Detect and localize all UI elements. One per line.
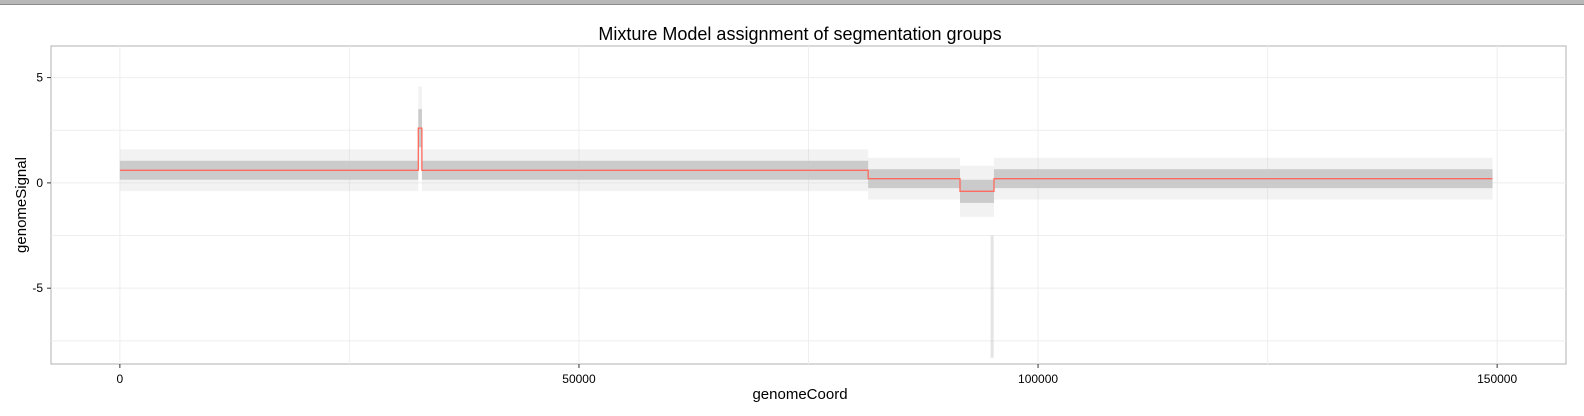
y-axis-label: genomeSignal [13,157,30,253]
x-axis-label: genomeCoord [752,386,847,403]
x-tick-label: 50000 [562,372,596,386]
window-top-bar [0,0,1584,5]
x-tick-label: 0 [117,372,124,386]
y-tick-label: 5 [36,71,43,85]
grid-lines [51,46,1566,364]
segment-line [119,127,1493,192]
x-tick-label: 150000 [1477,372,1517,386]
y-tick-label: -5 [32,281,43,295]
y-axis-ticks: 5 0 -5 [32,71,51,295]
y-tick-label: 0 [36,176,43,190]
band-outlier [990,235,994,358]
segment-step-line [119,127,1493,192]
x-axis-ticks: 0 50000 100000 150000 [117,364,1517,386]
chart-title: Mixture Model assignment of segmentation… [598,24,1001,44]
x-tick-label: 100000 [1018,372,1058,386]
